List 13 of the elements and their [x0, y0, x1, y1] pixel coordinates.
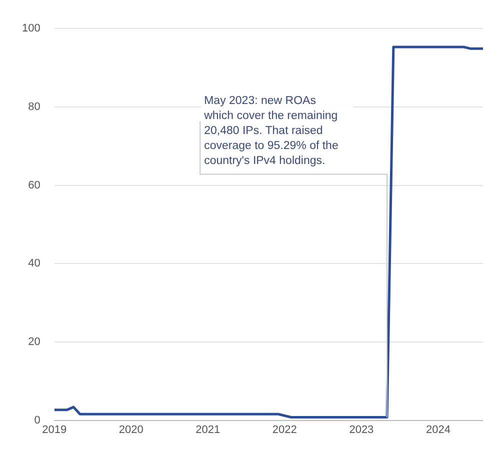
annotation: May 2023: new ROAs which cover the remaining 20,480 IPs. That raised coverage to 95.29% of the country's IPv4 holdings. [203, 95, 338, 168]
y-tick-label: 80 [28, 100, 40, 113]
y-tick-label: 100 [22, 22, 40, 35]
x-tick-label: 2024 [426, 424, 450, 436]
y-tick-label: 60 [28, 179, 40, 192]
y-tick-label: 0 [34, 414, 40, 426]
x-tick-label: 2022 [272, 424, 297, 436]
x-tick-label: 2023 [349, 424, 374, 436]
x-tick-label: 2020 [118, 424, 144, 436]
x-tick-label: 2021 [196, 424, 220, 436]
y-tick-label: 20 [28, 336, 40, 348]
y-tick-label: 40 [28, 258, 40, 270]
x-tick-label: 2019 [42, 424, 67, 436]
